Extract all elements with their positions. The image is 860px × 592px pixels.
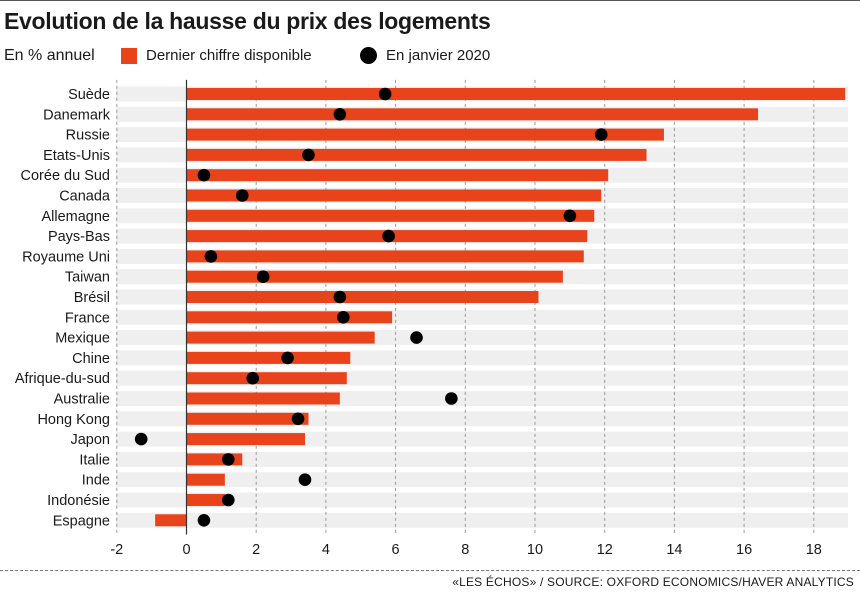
dot-point xyxy=(378,87,392,101)
x-tick-label: 2 xyxy=(252,542,260,558)
x-tick-label: 14 xyxy=(666,542,682,558)
dot-point xyxy=(445,392,458,405)
bar xyxy=(186,209,595,222)
bar xyxy=(186,128,664,141)
dot-point xyxy=(333,108,347,121)
x-tick-label: 16 xyxy=(736,542,752,558)
category-label: Suède xyxy=(68,87,110,103)
x-tick-label: 18 xyxy=(806,542,822,558)
x-tick-label: 10 xyxy=(527,542,543,558)
bar xyxy=(186,88,846,100)
bar xyxy=(186,108,759,121)
category-label: Corée du Sud xyxy=(21,168,110,184)
source-note: «LES ÉCHOS» / SOURCE: OXFORD ECONOMICS/H… xyxy=(452,575,854,589)
category-label: Pays-Bas xyxy=(48,229,110,245)
category-label: Chine xyxy=(72,351,110,367)
bar xyxy=(186,291,539,303)
dot-point xyxy=(594,128,608,141)
x-tick-label: 12 xyxy=(597,542,613,558)
bar xyxy=(186,494,225,506)
x-tick-label: 6 xyxy=(392,542,400,558)
bar xyxy=(186,331,375,344)
category-label: Danemark xyxy=(43,107,111,123)
bar xyxy=(186,433,305,446)
dot-point xyxy=(281,351,294,365)
legend-bar-swatch xyxy=(121,47,137,64)
bar xyxy=(186,392,340,405)
category-label: Allemagne xyxy=(41,209,110,225)
x-tick-label: 4 xyxy=(322,542,330,558)
category-label: Royaume Uni xyxy=(22,249,110,265)
unit-label: En % annuel xyxy=(4,47,95,64)
bar xyxy=(186,189,602,202)
row-band xyxy=(116,492,848,508)
bar xyxy=(186,412,309,425)
bar xyxy=(186,351,351,364)
dot-point xyxy=(382,229,395,243)
chart-title: Evolution de la hausse du prix des logem… xyxy=(4,8,491,34)
bottom-rule xyxy=(0,570,860,571)
bar xyxy=(186,169,609,182)
dot-point xyxy=(333,290,347,304)
category-label: France xyxy=(65,310,110,326)
category-label: Russie xyxy=(66,128,110,144)
category-label: Etats-Unis xyxy=(43,148,110,164)
category-label: Indonésie xyxy=(47,493,110,509)
bar xyxy=(155,514,187,527)
dot-point xyxy=(291,412,305,426)
legend-dot-swatch xyxy=(360,47,377,64)
category-label: Hong Kong xyxy=(37,412,110,428)
dot-point xyxy=(246,371,260,385)
category-label: Brésil xyxy=(74,290,110,306)
bar-chart: Suède Danemark Russie Etats-Unis Corée du Su… xyxy=(15,79,848,558)
legend-item-latest: Dernier chiffre disponible xyxy=(121,47,312,64)
dot-point xyxy=(337,311,350,324)
top-rule xyxy=(0,0,860,1)
category-label: Taiwan xyxy=(65,270,110,286)
category-label: Australie xyxy=(54,392,110,408)
x-tick-label: 8 xyxy=(461,542,469,558)
category-label: Afrique-du-sud xyxy=(15,371,110,387)
dot-point xyxy=(410,331,423,344)
row-band xyxy=(116,512,848,528)
bar xyxy=(186,148,647,161)
legend-label-jan2020: En janvier 2020 xyxy=(386,47,491,64)
bar xyxy=(186,250,584,263)
bar xyxy=(186,372,347,385)
bar xyxy=(186,270,563,283)
dot-point xyxy=(204,250,218,263)
dot-point xyxy=(197,514,211,527)
category-label: Italie xyxy=(79,452,110,468)
category-label: Japon xyxy=(70,432,110,448)
dot-point xyxy=(256,270,270,284)
dot-point xyxy=(235,189,249,202)
bar xyxy=(186,473,225,486)
x-tick-label: -2 xyxy=(110,542,123,558)
category-label: Mexique xyxy=(55,331,110,347)
x-tick-label: 0 xyxy=(182,542,190,558)
dot-point xyxy=(222,493,235,507)
category-label: Espagne xyxy=(53,513,110,529)
dot-point xyxy=(197,168,211,182)
legend-item-jan2020: En janvier 2020 xyxy=(360,47,490,64)
dot-point xyxy=(134,432,148,446)
bar xyxy=(186,311,393,324)
row-band xyxy=(116,451,848,467)
dot-point xyxy=(563,209,577,223)
category-label: Inde xyxy=(82,473,110,489)
category-label: Canada xyxy=(59,189,111,205)
dot-point xyxy=(302,148,315,162)
legend-label-latest: Dernier chiffre disponible xyxy=(146,47,312,64)
dot-point xyxy=(222,453,235,466)
row-band xyxy=(116,472,848,488)
dot-point xyxy=(298,473,312,487)
